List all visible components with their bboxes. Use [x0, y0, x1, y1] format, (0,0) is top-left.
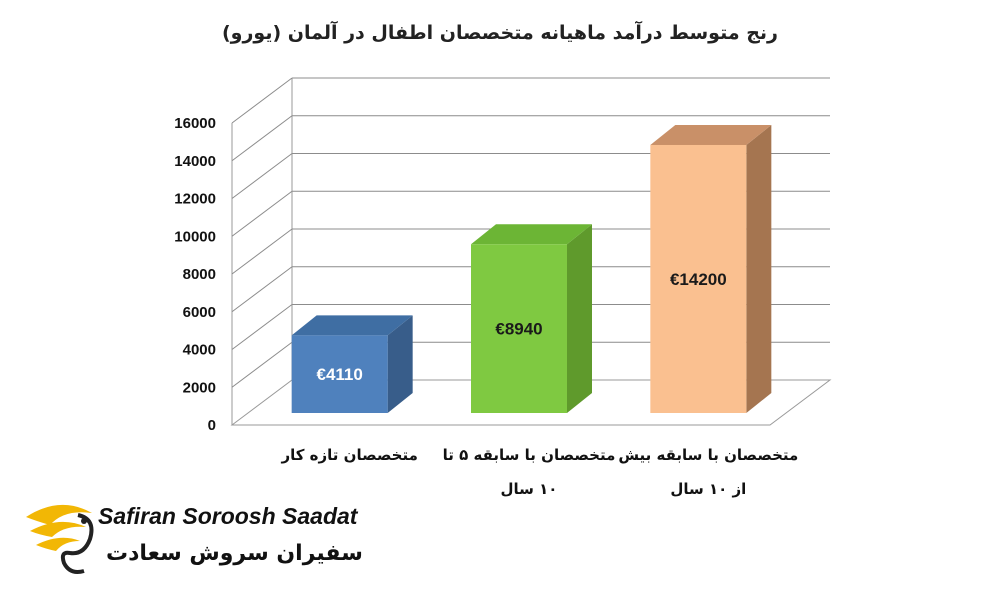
- x-category-line: متخصصان با سابقه ۵ تا: [443, 446, 616, 464]
- wing-logo-icon: [26, 504, 94, 574]
- gridline-side: [231, 228, 293, 275]
- y-tick-label: 10000: [174, 228, 216, 245]
- y-axis-ticks: 0 2000 4000 6000 8000 10000 12000 14000 16000: [174, 115, 216, 434]
- chart-title: رنج متوسط درآمد ماهیانه متخصصان اطفال در…: [221, 22, 778, 44]
- x-category-line: متخصصان با سابقه بیش: [618, 446, 798, 464]
- bar: €14200: [650, 124, 772, 413]
- gridline-side: [231, 304, 293, 350]
- bar-front: [650, 144, 747, 413]
- x-category-label: متخصصان با سابقه ۵ تا ۱۰ سال: [443, 446, 616, 498]
- bar-front: [471, 244, 567, 413]
- data-label: €14200: [670, 270, 727, 289]
- floor: [230, 379, 832, 426]
- bar: €4110: [291, 315, 413, 413]
- bar-top: [291, 315, 413, 336]
- logo-name-english: Safiran Soroosh Saadat: [98, 503, 358, 529]
- gridline-side: [231, 266, 293, 313]
- y-tick-label: 4000: [183, 342, 216, 359]
- y-tick-label: 14000: [174, 153, 216, 170]
- y-tick-label: 16000: [174, 115, 216, 132]
- bar: €8940: [471, 224, 592, 413]
- x-category-line: ۱۰ سال: [501, 480, 558, 498]
- bar-front: [291, 335, 388, 413]
- bars: €4110 €8940 €14200: [291, 124, 772, 413]
- bar-top: [650, 124, 772, 145]
- bar-top: [471, 224, 592, 245]
- bar-side: [567, 224, 592, 413]
- bar-side: [746, 124, 772, 413]
- y-tick-label: 8000: [183, 266, 216, 283]
- logo-name-persian: سفیران سروش سعادت: [106, 541, 363, 566]
- x-category-label: متخصصان با سابقه بیش از ۱۰ سال: [618, 446, 798, 498]
- company-logo: Safiran Soroosh Saadat سفیران سروش سعادت: [20, 495, 363, 585]
- data-label: €4110: [316, 365, 362, 384]
- y-tick-label: 6000: [183, 304, 216, 321]
- gridline-side: [231, 153, 293, 199]
- x-category-line: متخصصان تازه کار: [280, 446, 417, 464]
- x-category-label: متخصصان تازه کار: [280, 446, 417, 464]
- x-category-line: از ۱۰ سال: [670, 480, 746, 498]
- gridline-side: [231, 190, 293, 237]
- gridline-side: [231, 77, 293, 124]
- y-tick-label: 12000: [174, 191, 216, 208]
- gridline-side: [231, 115, 293, 162]
- y-tick-label: 0: [208, 417, 216, 434]
- y-tick-label: 2000: [183, 379, 216, 396]
- gridline-side: [231, 341, 293, 388]
- data-label: €8940: [495, 320, 542, 339]
- bar-side: [387, 315, 413, 413]
- x-axis-categories: متخصصان تازه کار متخصصان با سابقه ۵ تا ۱۰ …: [280, 446, 798, 498]
